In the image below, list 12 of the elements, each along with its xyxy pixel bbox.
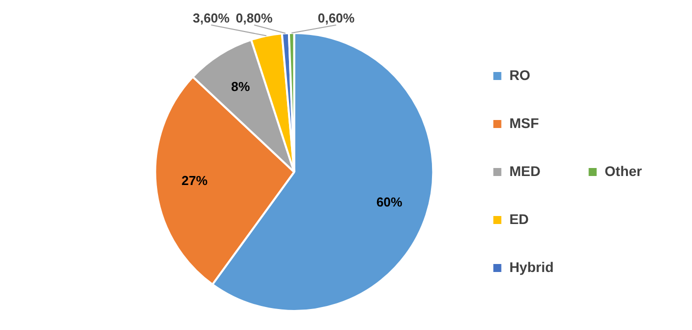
data-label: 0,60% [318, 10, 356, 26]
legend-label: MSF [509, 114, 540, 131]
legend-label: Hybrid [509, 258, 554, 275]
legend-label: Other [604, 162, 643, 179]
legend-label: RO [509, 66, 530, 83]
legend-label: MED [509, 162, 540, 179]
data-label: 8% [231, 79, 250, 94]
data-label: 3,60% [192, 10, 230, 26]
data-label: 27% [182, 172, 208, 188]
data-label: 60% [376, 194, 403, 210]
legend-label: ED [509, 210, 529, 227]
data-label: 0,80% [236, 10, 274, 26]
